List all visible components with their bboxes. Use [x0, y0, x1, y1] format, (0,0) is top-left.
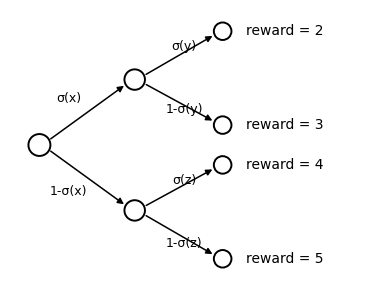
Ellipse shape — [214, 156, 231, 174]
Text: σ(x): σ(x) — [56, 92, 81, 105]
Ellipse shape — [214, 22, 231, 40]
Text: 1-σ(z): 1-σ(z) — [166, 237, 202, 250]
Ellipse shape — [214, 116, 231, 134]
Ellipse shape — [125, 200, 145, 221]
Ellipse shape — [28, 134, 51, 156]
Text: σ(z): σ(z) — [172, 174, 196, 187]
Ellipse shape — [125, 69, 145, 90]
Text: reward = 5: reward = 5 — [246, 252, 324, 266]
Text: reward = 4: reward = 4 — [246, 158, 324, 172]
Text: σ(y): σ(y) — [171, 40, 197, 53]
Text: 1-σ(y): 1-σ(y) — [166, 103, 203, 116]
Text: reward = 2: reward = 2 — [246, 24, 324, 38]
Text: reward = 3: reward = 3 — [246, 118, 324, 132]
Ellipse shape — [214, 250, 231, 268]
Text: 1-σ(x): 1-σ(x) — [50, 185, 87, 198]
